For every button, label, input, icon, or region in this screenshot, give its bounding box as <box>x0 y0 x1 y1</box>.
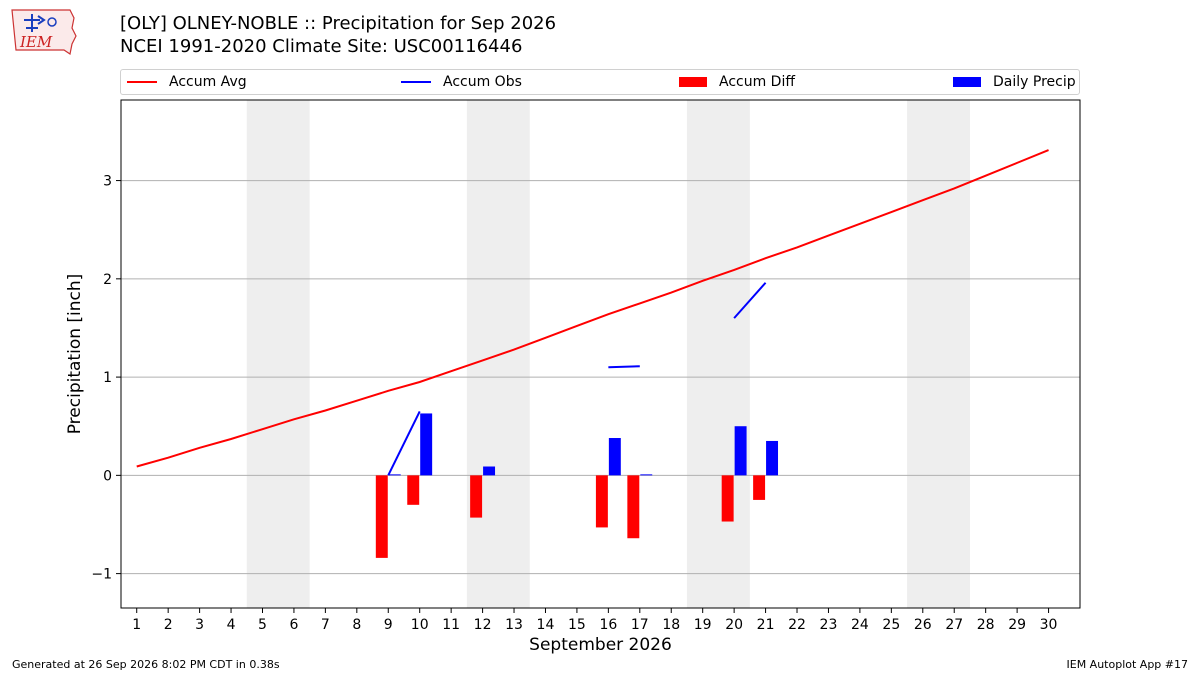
legend-item-accum-avg: Accum Avg <box>127 70 247 94</box>
x-tick-label: 16 <box>599 617 617 633</box>
plot-frame <box>120 99 1081 609</box>
daily-precip-bar <box>420 413 433 476</box>
legend-label: Accum Diff <box>719 74 796 90</box>
x-tick-label: 8 <box>352 617 361 633</box>
x-tick-label: 12 <box>474 617 492 633</box>
x-tick-label: 4 <box>227 617 236 633</box>
accum-obs-segment <box>608 365 640 369</box>
y-tick-label: 2 <box>103 272 112 288</box>
autoplot-app-label: IEM Autoplot App #17 <box>1066 658 1189 671</box>
legend-swatch-red-line <box>127 81 157 83</box>
x-tick-label: 17 <box>631 617 649 633</box>
daily-precip-bar <box>640 474 653 476</box>
x-tick-label: 13 <box>505 617 523 633</box>
legend-swatch-blue-box <box>953 77 981 87</box>
x-tick-label: 3 <box>195 617 204 633</box>
accum-diff-bar <box>470 475 483 518</box>
accum-obs-segment <box>387 411 421 476</box>
x-tick-label: 5 <box>258 617 267 633</box>
accum-diff-bar <box>753 475 766 500</box>
x-tick-label: 6 <box>289 617 298 633</box>
x-axis-label: September 2026 <box>529 635 672 655</box>
logo-text: IEM <box>19 33 53 51</box>
title-line-1: [OLY] OLNEY-NOBLE :: Precipitation for S… <box>120 13 557 34</box>
y-tick-label: 3 <box>103 174 112 190</box>
daily-precip-bar <box>388 474 401 476</box>
x-tick-label: 25 <box>882 617 900 633</box>
x-tick-label: 21 <box>757 617 775 633</box>
legend-item-daily-precip: Daily Precip <box>953 70 1076 94</box>
x-tick-label: 1 <box>132 617 141 633</box>
y-tick-label: 0 <box>103 468 112 484</box>
x-tick-label: 7 <box>321 617 330 633</box>
x-tick-label: 15 <box>568 617 586 633</box>
y-tick-label: 1 <box>103 370 112 386</box>
daily-precip-bar <box>608 438 621 476</box>
x-tick-label: 23 <box>820 617 838 633</box>
x-tick-label: 18 <box>662 617 680 633</box>
title-line-2: NCEI 1991-2020 Climate Site: USC00116446 <box>120 36 523 57</box>
x-tick-label: 30 <box>1040 617 1058 633</box>
y-tick-label: −1 <box>91 567 112 583</box>
accum-diff-bar <box>627 475 640 539</box>
accum-avg-line <box>136 149 1049 468</box>
weekend-shade <box>686 100 750 608</box>
x-tick-label: 11 <box>442 617 460 633</box>
x-tick-label: 9 <box>384 617 393 633</box>
x-tick-label: 19 <box>694 617 712 633</box>
iem-logo: IEM <box>8 6 80 58</box>
chart-title: [OLY] OLNEY-NOBLE :: Precipitation for S… <box>120 12 556 58</box>
x-tick-label: 26 <box>914 617 932 633</box>
weekend-shade <box>907 100 970 608</box>
x-tick-label: 27 <box>945 617 963 633</box>
legend-swatch-blue-line <box>401 81 431 83</box>
legend-label: Accum Avg <box>169 74 247 90</box>
daily-precip-bar <box>766 440 779 476</box>
x-tick-label: 10 <box>411 617 429 633</box>
accum-diff-bar <box>375 475 388 558</box>
daily-precip-bar <box>483 466 496 476</box>
daily-precip-bar <box>734 426 747 476</box>
accum-diff-bar <box>407 475 420 505</box>
accum-diff-bar <box>721 475 734 522</box>
x-tick-label: 2 <box>164 617 173 633</box>
x-tick-label: 14 <box>537 617 555 633</box>
accum-diff-bar <box>595 475 608 528</box>
legend-label: Daily Precip <box>993 74 1076 90</box>
generated-timestamp: Generated at 26 Sep 2026 8:02 PM CDT in … <box>12 658 280 671</box>
x-tick-label: 28 <box>977 617 995 633</box>
legend-item-accum-obs: Accum Obs <box>401 70 522 94</box>
legend-item-accum-diff: Accum Diff <box>679 70 795 94</box>
legend: Accum Avg Accum Obs Accum Diff Daily Pre… <box>120 69 1080 95</box>
x-tick-label: 29 <box>1008 617 1026 633</box>
legend-swatch-red-box <box>679 77 707 87</box>
anemometer-icon <box>47 17 57 27</box>
x-tick-label: 20 <box>725 617 743 633</box>
legend-label: Accum Obs <box>443 74 522 90</box>
accum-obs-segment <box>733 282 767 319</box>
x-tick-label: 22 <box>788 617 806 633</box>
weather-station-icon <box>24 14 46 32</box>
y-axis-label: Precipitation [inch] <box>65 274 85 435</box>
x-tick-label: 24 <box>851 617 869 633</box>
weekend-shade <box>246 100 310 608</box>
